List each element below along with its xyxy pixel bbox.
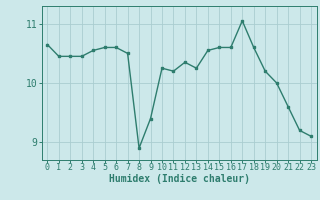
X-axis label: Humidex (Indice chaleur): Humidex (Indice chaleur) <box>109 174 250 184</box>
